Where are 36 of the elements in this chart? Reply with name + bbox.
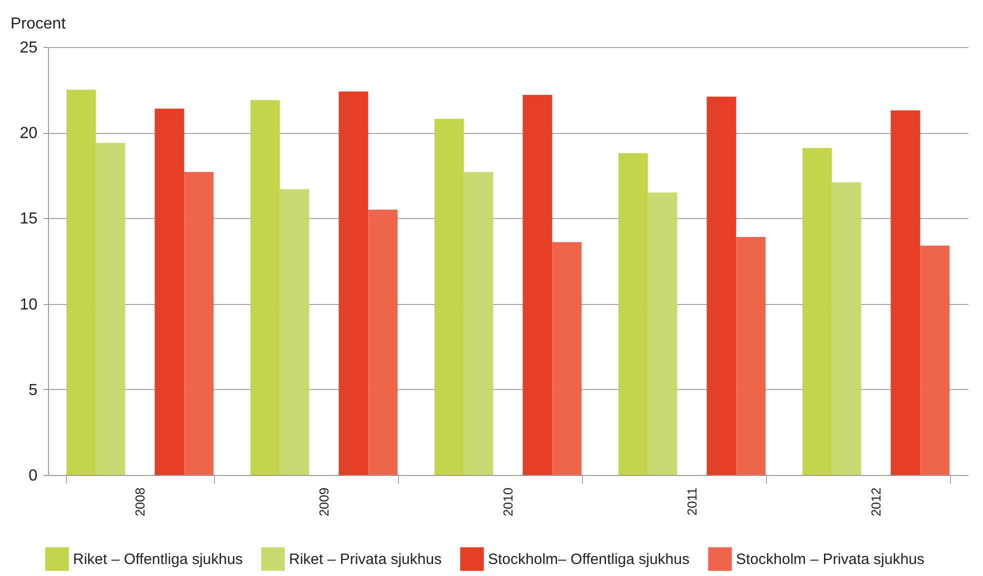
bar	[280, 189, 310, 475]
bar	[890, 110, 920, 475]
bar	[250, 100, 280, 475]
legend-label: Stockholm – Privata sjukhus	[736, 551, 924, 568]
bar	[920, 246, 950, 475]
bar	[434, 118, 464, 475]
y-tick-label: 10	[20, 296, 38, 314]
legend-label: Riket – Privata sjukhus	[289, 551, 442, 568]
bar	[154, 108, 184, 475]
bar	[522, 94, 552, 475]
bar	[832, 182, 862, 475]
bar	[802, 148, 832, 475]
bar	[552, 242, 582, 475]
bar	[706, 96, 736, 475]
y-tick-label: 5	[28, 382, 38, 399]
y-tick-label: 15	[20, 210, 38, 228]
bar	[618, 153, 648, 475]
y-axis-title: Procent	[10, 16, 66, 32]
bar	[736, 237, 766, 475]
bar	[464, 172, 494, 475]
x-tick-label: 2011	[684, 488, 700, 516]
bar	[368, 210, 398, 475]
x-tick-label: 2008	[132, 488, 148, 516]
bar	[648, 192, 678, 475]
legend-label: Stockholm– Offentliga sjukhus	[488, 551, 690, 568]
bar	[96, 142, 126, 475]
y-tick-label: 25	[20, 40, 38, 56]
bar	[338, 92, 368, 475]
bar	[66, 90, 96, 475]
x-tick-label: 2012	[868, 488, 884, 516]
x-tick-label: 2009	[316, 488, 332, 516]
bar	[184, 172, 214, 475]
y-tick-label: 20	[20, 125, 38, 142]
legend-label: Riket – Offentliga sjukhus	[73, 551, 243, 568]
x-tick-label: 2010	[500, 488, 516, 516]
y-tick-label: 0	[28, 468, 38, 484]
